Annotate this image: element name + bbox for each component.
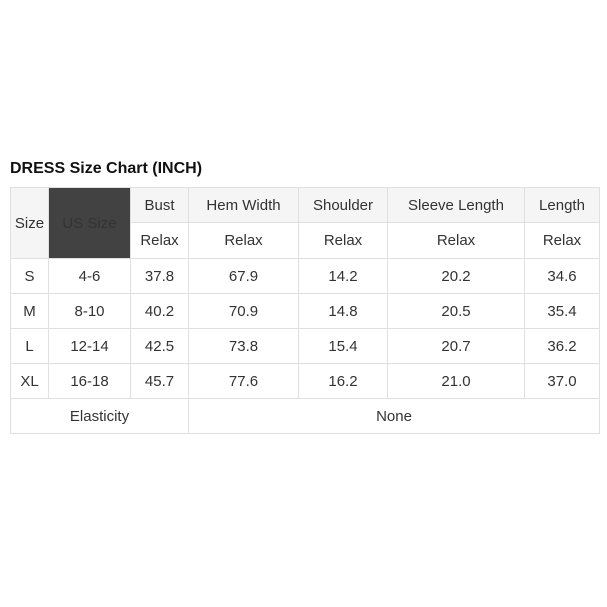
measurement-cell: 20.7: [387, 328, 525, 364]
fit-cell-hem-width: Relax: [188, 222, 299, 259]
size-chart-title: DRESS Size Chart (INCH): [10, 160, 203, 177]
measurement-cell: 21.0: [387, 363, 525, 399]
column-header-bust: Bust: [130, 187, 189, 223]
measurement-cell: 20.2: [387, 258, 525, 294]
measurement-cell: 73.8: [188, 328, 299, 364]
measurement-cell: 67.9: [188, 258, 299, 294]
elasticity-label-cell: Elasticity: [10, 398, 189, 434]
size-chart-section: DRESS Size Chart (INCH) Size US Size Bus…: [10, 160, 600, 434]
measurement-cell: 14.2: [298, 258, 388, 294]
measurement-cell: 34.6: [524, 258, 600, 294]
measurement-cell: 14.8: [298, 293, 388, 329]
size-cell: XL: [10, 363, 49, 399]
measurement-cell: 42.5: [130, 328, 189, 364]
measurement-cell: 37.0: [524, 363, 600, 399]
measurement-cell: 15.4: [298, 328, 388, 364]
measurement-cell: 45.7: [130, 363, 189, 399]
measurement-cell: 40.2: [130, 293, 189, 329]
measurement-cell: 16.2: [298, 363, 388, 399]
us-size-cell: 8-10: [48, 293, 131, 329]
measurement-cell: 77.6: [188, 363, 299, 399]
column-header-length: Length: [524, 187, 600, 223]
measurement-cell: 37.8: [130, 258, 189, 294]
header-row-fit: Relax Relax Relax Relax Relax: [11, 222, 600, 259]
measurement-cell: 70.9: [188, 293, 299, 329]
us-size-cell: 4-6: [48, 258, 131, 294]
size-row-xl: XL 16-18 45.7 77.6 16.2 21.0 37.0: [10, 363, 600, 399]
size-cell: M: [10, 293, 49, 329]
elasticity-value-cell: None: [188, 398, 600, 434]
size-row-s: S 4-6 37.8 67.9 14.2 20.2 34.6: [10, 258, 600, 294]
size-cell: L: [10, 328, 49, 364]
column-header-sleeve-length: Sleeve Length: [387, 187, 525, 223]
fit-cell-length: Relax: [524, 222, 600, 259]
fit-cell-bust: Relax: [130, 222, 189, 259]
column-header-shoulder: Shoulder: [298, 187, 388, 223]
header-row-measures: Size US Size Bust Hem Width Shoulder Sle…: [10, 187, 600, 259]
us-size-cell: 16-18: [48, 363, 131, 399]
measurement-cell: 35.4: [524, 293, 600, 329]
size-row-m: M 8-10 40.2 70.9 14.8 20.5 35.4: [10, 293, 600, 329]
fit-cell-shoulder: Relax: [298, 222, 388, 259]
measurement-cell: 36.2: [524, 328, 600, 364]
us-size-cell: 12-14: [48, 328, 131, 364]
column-header-size: Size: [10, 187, 49, 259]
fit-cell-sleeve-length: Relax: [387, 222, 525, 259]
size-row-l: L 12-14 42.5 73.8 15.4 20.7 36.2: [10, 328, 600, 364]
measurement-cell: 20.5: [387, 293, 525, 329]
column-header-hem-width: Hem Width: [188, 187, 299, 223]
column-header-us-size: US Size: [48, 187, 131, 259]
size-cell: S: [10, 258, 49, 294]
size-chart-table: Size US Size Bust Hem Width Shoulder Sle…: [10, 187, 600, 434]
elasticity-row: Elasticity None: [10, 398, 600, 434]
